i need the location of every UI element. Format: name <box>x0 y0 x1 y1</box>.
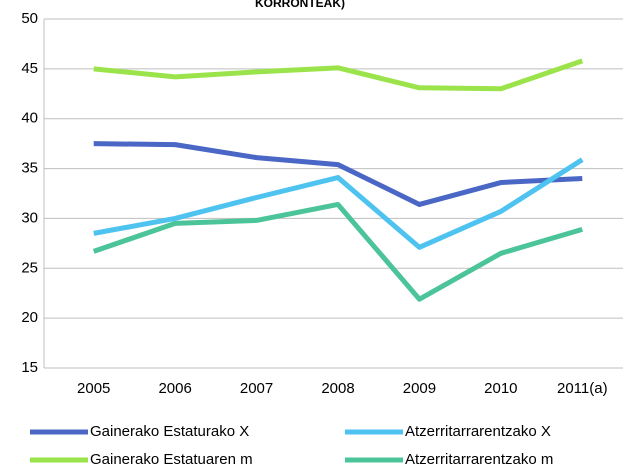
y-tick-label: 45 <box>21 60 38 77</box>
chart-title: KORRONTEAK) <box>255 0 345 10</box>
y-tick-label: 35 <box>21 160 38 177</box>
series-line <box>93 58 584 92</box>
x-tick-label: 2007 <box>240 380 273 397</box>
y-tick-label: 20 <box>21 309 38 326</box>
series-line <box>93 141 583 207</box>
legend-label: Gainerako Estatuaren m <box>90 451 253 468</box>
x-tick-label: 2006 <box>158 380 191 397</box>
x-tick-label: 2011(a) <box>557 380 608 397</box>
legend-label: Atzerritarrarentzako X <box>405 423 551 440</box>
y-tick-label: 15 <box>21 359 38 376</box>
series-line <box>92 201 583 302</box>
x-tick-label: 2010 <box>484 380 517 397</box>
legend-label: Atzerritarrarentzako m <box>405 451 553 468</box>
y-tick-label: 50 <box>21 10 38 27</box>
legend-label: Gainerako Estaturako X <box>90 423 249 440</box>
x-tick-label: 2009 <box>403 380 436 397</box>
y-tick-label: 40 <box>21 110 38 127</box>
x-tick-label: 2008 <box>321 380 354 397</box>
series-line <box>93 157 584 250</box>
y-tick-label: 25 <box>21 259 38 276</box>
x-tick-label: 2005 <box>77 380 110 397</box>
y-tick-label: 30 <box>21 209 38 226</box>
